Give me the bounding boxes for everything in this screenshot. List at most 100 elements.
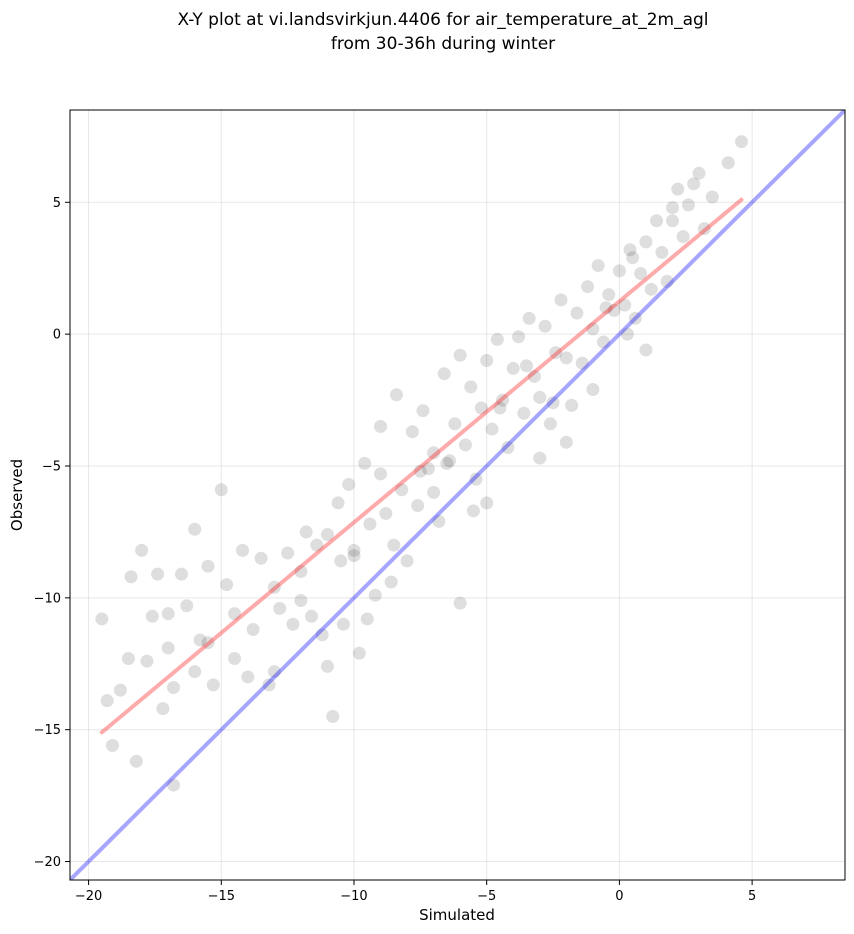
x-tick-label: 5 — [748, 889, 756, 904]
x-tick-label: −20 — [75, 889, 102, 904]
data-point — [363, 517, 377, 531]
grid-lines — [70, 110, 845, 880]
data-point — [474, 401, 488, 415]
chart-title-line-2: from 30-36h during winter — [330, 34, 556, 54]
data-point — [411, 499, 425, 513]
data-point — [105, 739, 119, 753]
data-point — [161, 607, 175, 621]
data-point — [639, 343, 653, 357]
data-point — [527, 369, 541, 383]
data-point — [384, 575, 398, 589]
data-point — [676, 230, 690, 244]
data-point — [336, 617, 350, 631]
data-point — [705, 190, 719, 204]
data-point — [214, 483, 228, 497]
data-point — [129, 754, 143, 768]
data-point — [721, 156, 735, 170]
data-point — [413, 464, 427, 478]
data-point — [586, 383, 600, 397]
data-point — [490, 332, 504, 346]
data-point — [591, 259, 605, 273]
data-point — [201, 559, 215, 573]
data-point — [416, 404, 430, 418]
data-point — [374, 419, 388, 433]
data-point — [522, 311, 536, 325]
data-point — [113, 683, 127, 697]
data-point — [512, 330, 526, 344]
y-tick-label: 5 — [53, 196, 61, 211]
data-point — [453, 348, 467, 362]
data-point — [334, 554, 348, 568]
data-point — [167, 778, 181, 792]
data-point — [427, 446, 441, 460]
data-point — [440, 456, 454, 470]
x-tick-label: −5 — [477, 889, 496, 904]
data-point — [140, 654, 154, 668]
data-point — [665, 214, 679, 228]
data-point — [206, 678, 220, 692]
data-point — [358, 456, 372, 470]
data-point — [554, 293, 568, 307]
data-point — [665, 201, 679, 215]
data-point — [121, 651, 135, 665]
data-point — [628, 311, 642, 325]
data-point — [156, 702, 170, 716]
data-point — [228, 651, 242, 665]
data-point — [427, 485, 441, 499]
data-point — [241, 670, 255, 684]
data-point — [453, 596, 467, 610]
data-point — [188, 522, 202, 536]
data-point — [546, 396, 560, 410]
data-point — [543, 417, 557, 431]
data-point — [95, 612, 109, 626]
data-point — [458, 438, 472, 452]
x-tick-label: 0 — [615, 889, 623, 904]
data-point — [299, 525, 313, 539]
y-tick-label: 0 — [53, 328, 61, 343]
data-point — [517, 406, 531, 420]
data-point — [493, 401, 507, 415]
x-tick-label: −15 — [208, 889, 235, 904]
data-point — [697, 222, 711, 236]
data-point — [389, 388, 403, 402]
data-point — [193, 633, 207, 647]
data-point — [236, 543, 250, 557]
data-point — [342, 477, 356, 491]
data-point — [559, 435, 573, 449]
data-point — [599, 301, 613, 315]
data-point — [421, 462, 435, 476]
data-point — [262, 678, 276, 692]
data-point — [135, 543, 149, 557]
y-tick-label: −5 — [42, 459, 61, 474]
data-point — [228, 607, 242, 621]
data-point — [501, 441, 515, 455]
data-point — [639, 235, 653, 249]
data-point — [655, 245, 669, 259]
plot-frame — [69, 109, 846, 881]
data-point — [379, 506, 393, 520]
data-point — [352, 646, 366, 660]
x-axis-label: Simulated — [419, 906, 495, 924]
data-point — [294, 564, 308, 578]
data-point — [400, 554, 414, 568]
y-tick-label: −10 — [34, 591, 61, 606]
data-point — [466, 504, 480, 518]
data-point — [581, 280, 595, 294]
data-point — [520, 359, 534, 373]
data-point — [220, 578, 234, 592]
data-point — [448, 417, 462, 431]
data-point — [660, 274, 674, 288]
data-point — [254, 551, 268, 565]
data-point — [294, 593, 308, 607]
data-point — [533, 390, 547, 404]
data-point — [618, 298, 632, 312]
data-point — [347, 543, 361, 557]
data-point — [734, 135, 748, 149]
axis-ticks: −20 −15 −10 −5 0 5 −20 −15 −10 −5 0 5 — [34, 196, 757, 904]
data-point — [347, 549, 361, 563]
data-point — [612, 264, 626, 278]
data-point — [485, 422, 499, 436]
data-point — [405, 425, 419, 439]
data-point — [575, 356, 589, 370]
